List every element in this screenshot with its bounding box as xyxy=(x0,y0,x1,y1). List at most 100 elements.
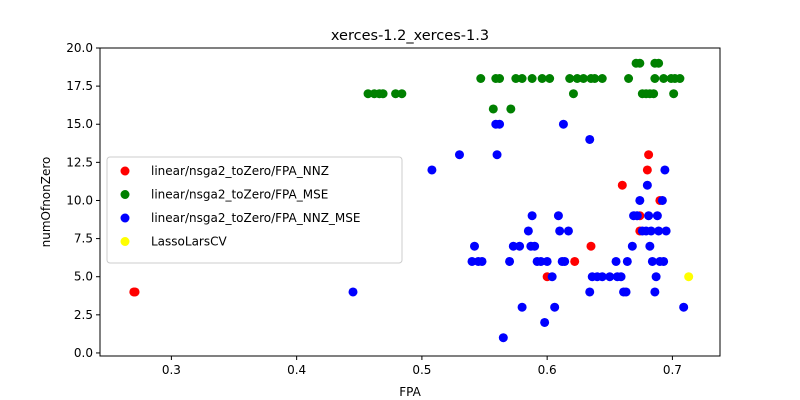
data-point xyxy=(492,150,502,160)
data-point xyxy=(517,302,527,312)
data-point xyxy=(624,73,634,83)
data-point xyxy=(621,287,631,297)
x-axis: 0.3 0.4 0.5 0.6 0.7 xyxy=(162,356,682,377)
y-tick-label: 17.5 xyxy=(66,79,93,93)
data-point xyxy=(659,73,669,83)
data-point xyxy=(563,226,573,236)
data-point xyxy=(572,73,582,83)
data-point xyxy=(391,89,401,99)
data-point xyxy=(611,256,621,266)
x-tick-label: 0.6 xyxy=(538,363,557,377)
data-point xyxy=(570,256,580,266)
data-point xyxy=(642,180,652,190)
data-point xyxy=(506,104,516,114)
data-point xyxy=(578,73,588,83)
data-point xyxy=(617,180,627,190)
y-tick-label: 0.0 xyxy=(74,346,93,360)
data-point xyxy=(622,256,632,266)
plot-frame xyxy=(99,47,721,357)
legend-entry: linear/nsga2_toZero/FPA_NNZ xyxy=(151,164,329,178)
series-3 xyxy=(684,272,694,282)
data-point xyxy=(585,134,595,144)
points-layer xyxy=(129,58,694,343)
data-point xyxy=(555,226,565,236)
legend-entry: linear/nsga2_toZero/FPA_MSE xyxy=(151,188,328,202)
data-point xyxy=(644,211,654,221)
data-point xyxy=(363,89,373,99)
data-point xyxy=(515,241,525,251)
data-point xyxy=(635,58,645,68)
data-point xyxy=(661,226,671,236)
data-point xyxy=(542,256,552,266)
data-point xyxy=(586,241,596,251)
data-point xyxy=(647,256,657,266)
data-point xyxy=(527,211,537,221)
y-tick-label: 5.0 xyxy=(74,270,93,284)
y-tick-label: 15.0 xyxy=(66,117,93,131)
y-tick-label: 2.5 xyxy=(74,308,93,322)
data-point xyxy=(511,73,521,83)
data-point xyxy=(585,287,595,297)
data-point xyxy=(454,150,464,160)
data-point xyxy=(605,272,615,282)
data-point xyxy=(657,195,667,205)
data-point xyxy=(654,226,664,236)
x-tick-label: 0.5 xyxy=(412,363,431,377)
data-point xyxy=(527,73,537,83)
legend-marker xyxy=(120,213,130,223)
x-tick-label: 0.3 xyxy=(162,363,181,377)
data-point xyxy=(642,165,652,175)
x-axis-label: FPA xyxy=(399,385,421,399)
series-2 xyxy=(348,119,689,343)
data-point xyxy=(540,317,550,327)
data-point xyxy=(470,241,480,251)
data-point xyxy=(645,241,655,251)
data-point xyxy=(644,150,654,160)
data-point xyxy=(651,272,661,282)
data-point xyxy=(348,287,358,297)
data-point xyxy=(517,73,527,83)
data-point xyxy=(560,256,570,266)
y-axis: 0.0 2.5 5.0 7.5 10.0 12.5 15.0 17.5 20.0 xyxy=(66,41,100,360)
y-tick-label: 10.0 xyxy=(66,193,93,207)
y-tick-label: 7.5 xyxy=(74,232,93,246)
data-point xyxy=(537,73,547,83)
legend-marker xyxy=(120,190,130,199)
data-point xyxy=(488,104,498,114)
legend-marker xyxy=(120,237,130,246)
data-point xyxy=(635,195,645,205)
data-point xyxy=(130,287,140,297)
x-tick-label: 0.4 xyxy=(287,363,306,377)
data-point xyxy=(652,211,662,221)
series-1 xyxy=(363,58,685,114)
legend-entry: linear/nsga2_toZero/FPA_NNZ_MSE xyxy=(151,211,360,225)
data-point xyxy=(597,272,607,282)
data-point xyxy=(378,89,388,99)
data-point xyxy=(684,272,694,282)
chart-title: xerces-1.2_xerces-1.3 xyxy=(331,28,489,44)
data-point xyxy=(632,211,642,221)
legend: linear/nsga2_toZero/FPA_NNZ linear/nsga2_… xyxy=(106,156,403,264)
data-point xyxy=(627,241,637,251)
y-tick-label: 12.5 xyxy=(66,155,93,169)
data-point xyxy=(675,73,685,83)
data-point xyxy=(654,58,664,68)
data-point xyxy=(495,119,505,129)
data-point xyxy=(498,333,508,343)
data-point xyxy=(646,226,656,236)
data-point xyxy=(669,89,679,99)
data-point xyxy=(650,73,660,83)
data-point xyxy=(550,302,560,312)
data-point xyxy=(597,73,607,83)
data-point xyxy=(545,73,555,83)
data-point xyxy=(530,241,540,251)
data-point xyxy=(568,89,578,99)
data-point xyxy=(476,73,486,83)
legend-marker xyxy=(120,166,130,176)
x-tick-label: 0.7 xyxy=(663,363,682,377)
data-point xyxy=(508,241,518,251)
data-point xyxy=(558,119,568,129)
data-point xyxy=(427,165,437,175)
data-point xyxy=(467,256,477,266)
